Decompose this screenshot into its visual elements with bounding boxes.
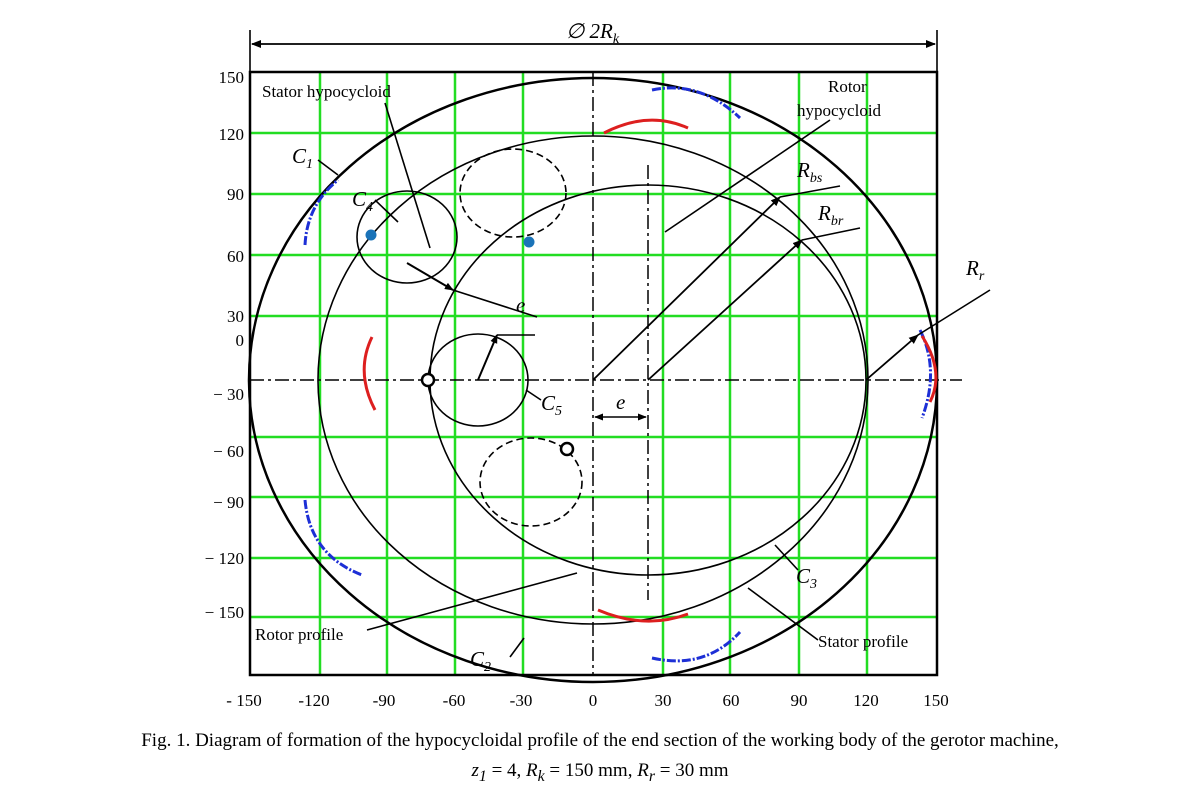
- y-tick: − 30: [213, 385, 244, 404]
- x-tick: 0: [589, 691, 598, 710]
- y-tick: 60: [227, 247, 244, 266]
- y-tick: − 90: [213, 493, 244, 512]
- stator-profile-c2: [317, 135, 869, 625]
- y-tick: 30: [227, 307, 244, 326]
- center-lines: [250, 72, 962, 675]
- symbol-c5: C5: [541, 391, 562, 419]
- x-tick: 60: [723, 691, 740, 710]
- blue-point-c4: [365, 229, 377, 241]
- leader-c1: [317, 159, 339, 176]
- symbol-c2: C2: [470, 647, 491, 675]
- ring-point-lower: [559, 441, 575, 457]
- red-arc-top: [603, 118, 689, 135]
- x-tick: -120: [298, 691, 329, 710]
- rbs-arrow: [592, 196, 781, 381]
- blue-point-dashed: [523, 236, 535, 248]
- x-axis-ticks: - 150 -120 -90 -60 -30 0 30 60 90 120 15…: [226, 691, 948, 710]
- symbol-c1: C1: [292, 144, 313, 172]
- symbol-c4: C4: [352, 187, 373, 215]
- leader-c3: [774, 544, 799, 571]
- x-tick: 90: [791, 691, 808, 710]
- circle-c4: [356, 190, 458, 284]
- label-rotor-profile: Rotor profile: [255, 625, 343, 644]
- blue-arc-bottom: [651, 630, 742, 663]
- x-tick: 30: [655, 691, 672, 710]
- y-tick: 90: [227, 185, 244, 204]
- e-arrow-c5: [477, 334, 498, 381]
- blue-arc-bottom-left: [303, 499, 363, 577]
- e-arrow-c4: [406, 262, 454, 291]
- leader-c5: [525, 389, 542, 401]
- ring-point-left: [420, 372, 436, 388]
- leader-c2: [509, 637, 525, 658]
- x-tick: - 150: [226, 691, 261, 710]
- x-tick: 120: [853, 691, 879, 710]
- figure-caption-parameters: z1 = 4, Rk = 150 mm, Rr = 30 mm: [471, 760, 729, 785]
- red-arc-bottom: [597, 608, 689, 623]
- y-tick: − 150: [205, 603, 244, 622]
- rbr-arrow: [647, 239, 803, 381]
- red-arc-left: [362, 336, 377, 411]
- y-tick: 120: [219, 125, 245, 144]
- label-stator-profile: Stator profile: [818, 632, 908, 651]
- x-tick: -60: [443, 691, 466, 710]
- dashed-circle-upper: [459, 148, 567, 238]
- x-tick: -30: [510, 691, 533, 710]
- leader-rotor-profile: [366, 572, 578, 631]
- y-tick: − 120: [205, 549, 244, 568]
- y-axis-ticks: 150 120 90 60 30 0 − 30 − 60 − 90 − 120 …: [205, 68, 244, 622]
- blue-arc-top: [651, 86, 742, 120]
- rbs-leader: [779, 185, 841, 198]
- dashed-circle-lower: [479, 437, 583, 527]
- y-tick: 0: [236, 331, 245, 350]
- leader-stator-profile: [747, 587, 819, 641]
- red-arc-right: [920, 335, 938, 403]
- symbol-rbr: Rbr: [817, 201, 844, 229]
- symbol-c3: C3: [796, 564, 817, 592]
- symbol-rbs: Rbs: [796, 158, 823, 186]
- blue-arc-top-left: [303, 178, 339, 246]
- diameter-label: ∅ 2Rk: [566, 19, 620, 47]
- rr-leader: [917, 289, 991, 336]
- x-tick: -90: [373, 691, 396, 710]
- symbol-rr: Rr: [965, 256, 985, 284]
- y-tick: 150: [219, 68, 245, 87]
- symbol-e-upper: e: [516, 293, 525, 317]
- leader-rotor-hypocycloid: [664, 119, 831, 233]
- rbr-leader: [801, 227, 861, 241]
- x-tick: 150: [923, 691, 949, 710]
- symbol-e-lower: e: [616, 390, 625, 414]
- y-tick: − 60: [213, 442, 244, 461]
- leader-stator-hypocycloid: [384, 102, 431, 249]
- e-leader-c4: [452, 289, 538, 318]
- leader-c4: [374, 199, 399, 223]
- figure-caption: Fig. 1. Diagram of formation of the hypo…: [141, 730, 1059, 751]
- label-rotor-hypocycloid-2: hypocycloid: [797, 101, 882, 120]
- rr-arrow: [865, 334, 919, 381]
- label-rotor-hypocycloid-1: Rotor: [828, 77, 867, 96]
- label-stator-hypocycloid: Stator hypocycloid: [262, 82, 391, 101]
